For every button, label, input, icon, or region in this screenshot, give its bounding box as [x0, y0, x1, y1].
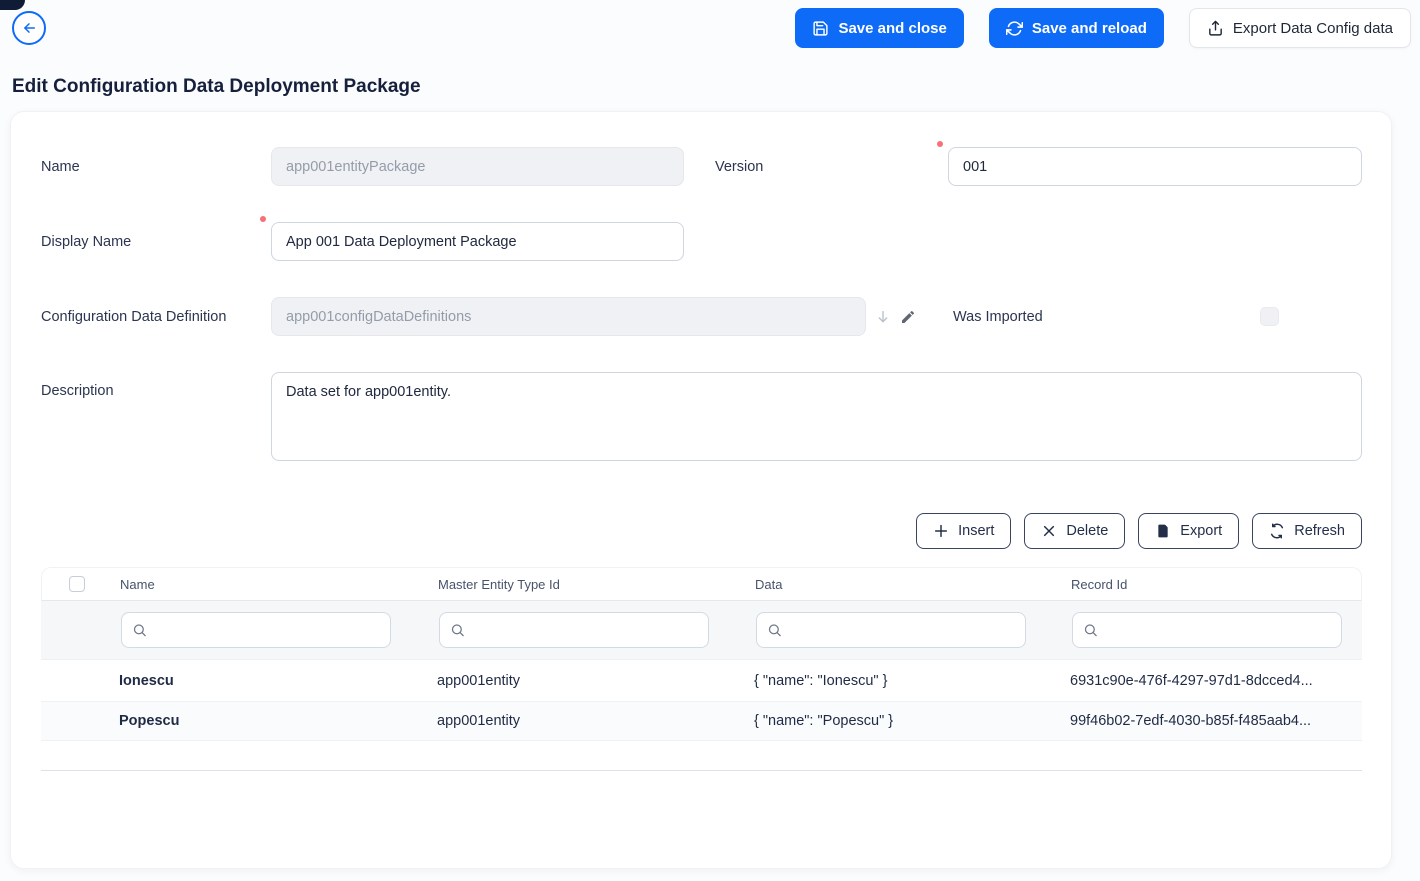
refresh-cw-icon — [1005, 20, 1023, 37]
cell-master-entity-type-id: app001entity — [437, 672, 521, 689]
edit-pencil-icon[interactable] — [898, 307, 918, 327]
table-header-row: Name Master Entity Type Id Data Record I… — [41, 567, 1362, 601]
data-filter-field — [756, 612, 1026, 648]
floppy-disk-icon — [812, 20, 829, 37]
record-id-filter-input[interactable] — [1072, 612, 1342, 648]
was-imported-checkbox[interactable] — [1260, 307, 1279, 326]
column-header-record-id[interactable]: Record Id — [1071, 576, 1128, 592]
name-input — [271, 147, 684, 186]
display-name-input[interactable] — [271, 222, 684, 261]
table-row[interactable]: Ionescu app001entity { "name": "Ionescu"… — [41, 660, 1362, 702]
edit-package-card: Name Version Display Name Configuration … — [10, 111, 1392, 869]
was-imported-label: Was Imported — [953, 308, 1043, 325]
cell-master-entity-type-id: app001entity — [437, 713, 521, 729]
version-label: Version — [715, 158, 764, 175]
delete-button[interactable]: Delete — [1024, 513, 1126, 549]
save-and-reload-button[interactable]: Save and reload — [988, 8, 1164, 48]
sync-icon — [1269, 523, 1285, 539]
select-all-checkbox[interactable] — [69, 576, 85, 592]
refresh-button[interactable]: Refresh — [1252, 513, 1362, 549]
save-and-close-label: Save and close — [838, 19, 947, 37]
master-entity-type-id-filter-input[interactable] — [439, 612, 709, 648]
grid-toolbar: Insert Delete Export Refresh — [41, 513, 1362, 549]
arrow-left-icon — [20, 19, 38, 37]
record-id-filter-field — [1072, 612, 1342, 648]
name-filter-field — [121, 612, 391, 648]
back-button[interactable] — [12, 11, 46, 45]
display-name-field — [260, 216, 684, 261]
data-filter-input[interactable] — [756, 612, 1026, 648]
save-and-reload-label: Save and reload — [1031, 19, 1147, 37]
version-input[interactable] — [948, 147, 1362, 186]
records-table: Name Master Entity Type Id Data Record I… — [41, 567, 1362, 771]
cell-data: { "name": "Popescu" } — [754, 713, 894, 729]
upload-icon — [1207, 20, 1224, 37]
plus-icon — [933, 523, 949, 539]
version-field — [937, 141, 1362, 186]
refresh-label: Refresh — [1294, 523, 1345, 539]
config-data-definition-label: Configuration Data Definition — [41, 308, 227, 325]
description-label: Description — [41, 383, 114, 399]
export-data-config-label: Export Data Config data — [1232, 19, 1393, 37]
column-header-name[interactable]: Name — [120, 576, 155, 592]
config-data-definition-input — [271, 297, 866, 336]
column-header-master-entity-type-id[interactable]: Master Entity Type Id — [438, 576, 560, 592]
cell-record-id: 6931c90e-476f-4297-97d1-8dcced4... — [1070, 672, 1313, 689]
description-textarea[interactable]: Data set for app001entity. — [271, 372, 1362, 461]
table-bottom-border — [41, 741, 1362, 771]
cell-data: { "name": "Ionescu" } — [754, 672, 888, 689]
page-title: Edit Configuration Data Deployment Packa… — [12, 76, 421, 97]
name-filter-input[interactable] — [121, 612, 391, 648]
window-corner-decoration — [0, 0, 25, 10]
export-button[interactable]: Export — [1138, 513, 1240, 549]
top-action-bar: Save and close Save and reload Export Da… — [0, 0, 1420, 48]
export-label: Export — [1180, 523, 1223, 539]
dropdown-arrow-icon[interactable] — [873, 307, 893, 327]
insert-button[interactable]: Insert — [916, 513, 1012, 549]
column-header-data[interactable]: Data — [755, 576, 783, 592]
export-data-config-button[interactable]: Export Data Config data — [1188, 8, 1411, 48]
insert-label: Insert — [958, 523, 995, 539]
cell-record-id: 99f46b02-7edf-4030-b85f-f485aab4... — [1070, 713, 1312, 729]
document-icon — [1155, 523, 1171, 539]
table-filter-row — [41, 601, 1362, 660]
name-label: Name — [41, 158, 80, 175]
save-and-close-button[interactable]: Save and close — [795, 8, 964, 48]
display-name-label: Display Name — [41, 233, 132, 250]
x-icon — [1041, 523, 1057, 539]
cell-name: Popescu — [119, 713, 180, 729]
master-entity-type-id-filter-field — [439, 612, 709, 648]
table-row[interactable]: Popescu app001entity { "name": "Popescu"… — [41, 702, 1362, 741]
cell-name: Ionescu — [119, 672, 174, 689]
delete-label: Delete — [1066, 523, 1109, 539]
